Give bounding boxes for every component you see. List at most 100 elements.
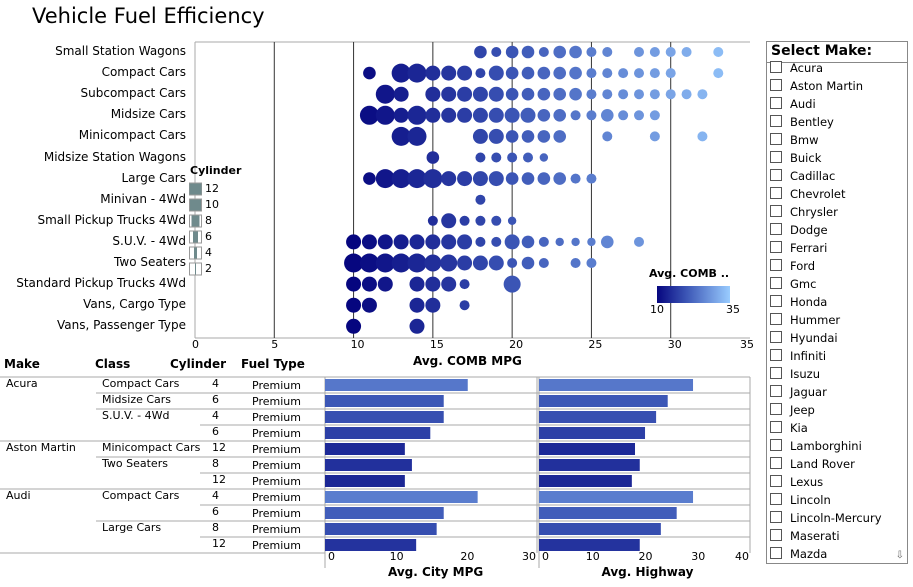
checkbox[interactable] xyxy=(770,169,782,181)
bubble xyxy=(425,234,441,250)
checkbox[interactable] xyxy=(770,97,782,109)
checkbox[interactable] xyxy=(770,259,782,271)
bubble xyxy=(409,276,425,292)
checkbox[interactable] xyxy=(770,385,782,397)
checkbox[interactable] xyxy=(770,457,782,469)
checkbox[interactable] xyxy=(770,277,782,289)
make-option[interactable]: Lexus xyxy=(770,475,823,489)
make-option[interactable]: Hummer xyxy=(770,313,840,327)
make-option[interactable]: Land Rover xyxy=(770,457,855,471)
make-option[interactable]: Jeep xyxy=(770,403,815,417)
make-option[interactable]: Acura xyxy=(770,61,823,75)
bar xyxy=(539,507,677,519)
checkbox[interactable] xyxy=(770,403,782,415)
make-option[interactable]: Gmc xyxy=(770,277,816,291)
bubble xyxy=(555,237,564,247)
size-legend-swatch xyxy=(190,199,201,211)
make-option[interactable]: Honda xyxy=(770,295,827,309)
bubble xyxy=(440,254,458,272)
checkbox[interactable] xyxy=(770,421,782,433)
checkbox[interactable] xyxy=(770,205,782,217)
category-label: Small Station Wagons xyxy=(55,44,186,58)
column-header-make: Make xyxy=(4,357,40,371)
cylinder-cell: 4 xyxy=(212,409,219,422)
checkbox[interactable] xyxy=(770,187,782,199)
bubble xyxy=(424,254,442,272)
checkbox[interactable] xyxy=(770,529,782,541)
make-option[interactable]: Infiniti xyxy=(770,349,826,363)
bar xyxy=(325,475,405,487)
bar xyxy=(325,523,437,535)
x-tick-label: 30 xyxy=(667,338,682,351)
checkbox[interactable] xyxy=(770,133,782,145)
bubble xyxy=(537,66,551,80)
bubble xyxy=(586,110,597,121)
make-option[interactable]: Ferrari xyxy=(770,241,827,255)
checkbox[interactable] xyxy=(770,439,782,451)
bubble xyxy=(649,110,660,121)
bubble xyxy=(523,152,533,163)
checkbox[interactable] xyxy=(770,493,782,505)
bar xyxy=(539,443,636,455)
scroll-down-arrow-icon[interactable]: ⇩ xyxy=(895,550,904,561)
make-option[interactable]: Buick xyxy=(770,151,821,165)
bubble xyxy=(634,68,644,79)
make-cell: Aston Martin xyxy=(6,441,76,454)
fuel-type-cell: Premium xyxy=(252,523,301,536)
make-option[interactable]: Aston Martin xyxy=(770,79,863,93)
bubble xyxy=(505,45,519,59)
checkbox[interactable] xyxy=(770,349,782,361)
checkbox[interactable] xyxy=(770,313,782,325)
checkbox[interactable] xyxy=(770,241,782,253)
make-option-label: Buick xyxy=(790,151,822,165)
make-option[interactable]: Lincoln-Mercury xyxy=(770,511,882,525)
bubble xyxy=(361,297,377,313)
checkbox[interactable] xyxy=(770,547,782,559)
bubble xyxy=(586,47,597,57)
make-option[interactable]: Lamborghini xyxy=(770,439,862,453)
checkbox[interactable] xyxy=(770,331,782,343)
make-option[interactable]: Bentley xyxy=(770,115,834,129)
x-tick-label: 25 xyxy=(588,338,603,351)
make-option[interactable]: Kia xyxy=(770,421,808,435)
color-legend-bar xyxy=(657,286,730,303)
bar xyxy=(325,539,417,551)
bubble xyxy=(505,87,519,101)
make-option[interactable]: Hyundai xyxy=(770,331,838,345)
make-option[interactable]: Bmw xyxy=(770,133,819,147)
make-option[interactable]: Ford xyxy=(770,259,815,273)
checkbox[interactable] xyxy=(770,511,782,523)
x-tick-label: 20 xyxy=(509,338,524,351)
category-label: Minivan - 4Wd xyxy=(100,191,186,206)
checkbox[interactable] xyxy=(770,151,782,163)
checkbox[interactable] xyxy=(770,79,782,91)
checkbox[interactable] xyxy=(770,61,782,73)
make-option[interactable]: Chrysler xyxy=(770,205,838,219)
make-option[interactable]: Dodge xyxy=(770,223,828,237)
bubble xyxy=(569,45,582,59)
bubble xyxy=(361,234,377,250)
make-option[interactable]: Mazda xyxy=(770,547,827,561)
make-option[interactable]: Lincoln xyxy=(770,493,831,507)
bubble xyxy=(491,215,502,226)
checkbox[interactable] xyxy=(770,115,782,127)
cylinder-cell: 12 xyxy=(212,537,226,550)
bubble xyxy=(553,109,567,122)
category-label: Vans, Cargo Type xyxy=(83,297,186,312)
bubble xyxy=(697,89,708,100)
checkbox[interactable] xyxy=(770,367,782,379)
bubble xyxy=(391,169,411,189)
make-option[interactable]: Audi xyxy=(770,97,816,111)
bubble xyxy=(507,216,517,225)
make-option[interactable]: Jaguar xyxy=(770,385,827,399)
make-option[interactable]: Cadillac xyxy=(770,169,835,183)
checkbox[interactable] xyxy=(770,223,782,235)
bubble xyxy=(521,66,535,80)
bubble xyxy=(537,172,551,185)
make-option[interactable]: Maserati xyxy=(770,529,840,543)
checkbox[interactable] xyxy=(770,295,782,307)
checkbox[interactable] xyxy=(770,475,782,487)
make-option[interactable]: Chevrolet xyxy=(770,187,846,201)
make-option[interactable]: Isuzu xyxy=(770,367,820,381)
class-cell: Minicompact Cars xyxy=(102,441,201,454)
